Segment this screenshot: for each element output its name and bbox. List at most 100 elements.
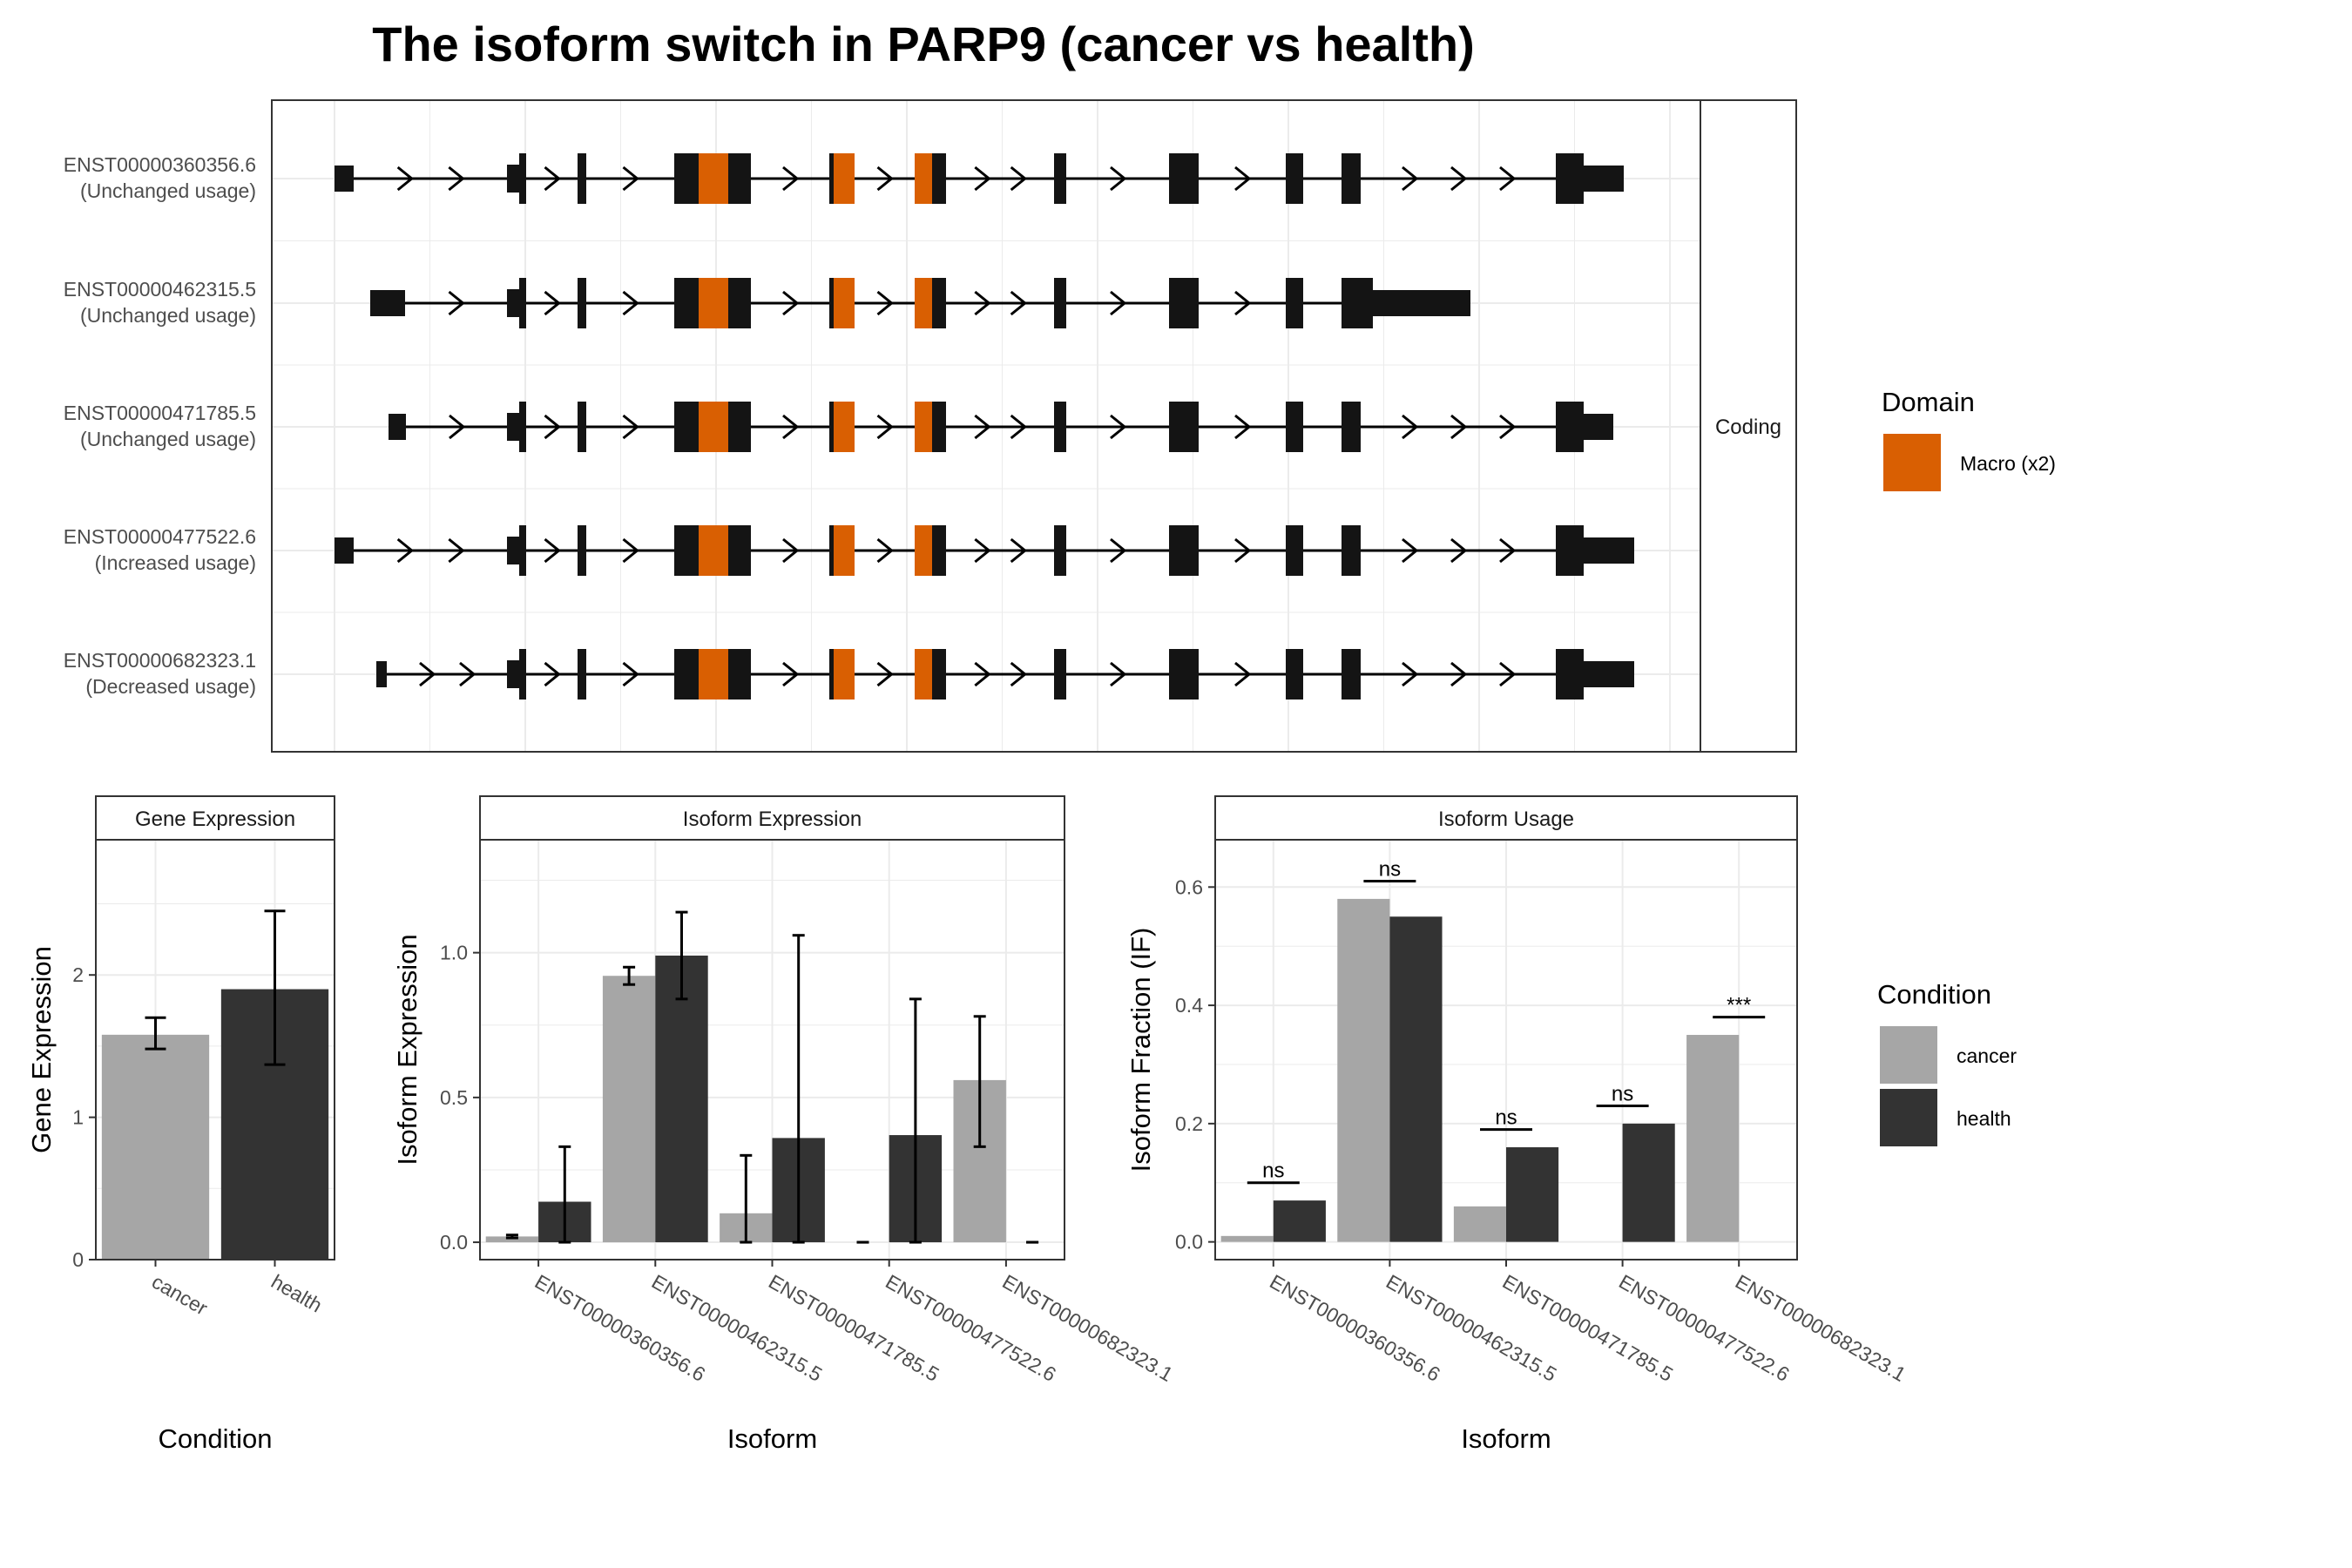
- y-tick-label: 0.5: [440, 1086, 468, 1109]
- bar-cancer-0: [485, 1236, 539, 1243]
- domain-legend-label: Macro (x2): [1960, 452, 2056, 475]
- direction-arrow: [459, 661, 476, 687]
- macro-domain-exon: [699, 153, 728, 204]
- macro-domain-exon: [834, 402, 855, 452]
- direction-arrow: [1450, 537, 1468, 564]
- exon: [519, 402, 526, 452]
- macro-domain-exon: [834, 525, 855, 576]
- x-axis-title: Isoform: [727, 1423, 817, 1454]
- y-tick-label: 0.2: [1175, 1112, 1203, 1135]
- exon: [674, 278, 699, 328]
- direction-arrow: [1010, 166, 1028, 192]
- exon: [1169, 525, 1199, 576]
- exon: [1169, 153, 1199, 204]
- direction-arrow: [449, 414, 466, 440]
- y-axis-title: Isoform Fraction (IF): [1125, 928, 1156, 1173]
- gene-expression-chart: Gene Expression 0 1 2 cancer health Condition G…: [26, 795, 335, 1454]
- exon: [1342, 649, 1361, 700]
- exon: [1169, 649, 1199, 700]
- exon: [1342, 153, 1361, 204]
- exon: [1286, 153, 1303, 204]
- exon: [389, 414, 406, 440]
- isoform-structure-0: [335, 153, 1624, 204]
- exon: [932, 525, 946, 576]
- exon: [932, 278, 946, 328]
- bar-health-1: [655, 955, 708, 1243]
- macro-domain-exon: [915, 278, 932, 328]
- exon: [507, 660, 519, 688]
- macro-domain-exon: [915, 153, 932, 204]
- exon: [1584, 414, 1613, 440]
- y-tick-label: 1: [72, 1106, 84, 1129]
- exon: [519, 649, 526, 700]
- direction-arrow: [419, 661, 436, 687]
- condition-legend-swatch-cancer: [1880, 1026, 1937, 1084]
- isoform-label-id: ENST00000360356.6: [64, 153, 256, 176]
- coding-facet-label: Coding: [1715, 416, 1781, 439]
- exon: [829, 649, 834, 700]
- direction-arrow: [1402, 537, 1419, 564]
- exon: [335, 537, 354, 564]
- direction-arrow: [782, 166, 800, 192]
- direction-arrow: [396, 166, 415, 192]
- direction-arrow: [1110, 290, 1127, 316]
- significance-label: ***: [1727, 994, 1751, 1017]
- macro-domain-exon: [699, 649, 728, 700]
- exon: [1584, 537, 1634, 564]
- condition-legend: Condition cancer health: [1877, 979, 2017, 1146]
- macro-domain-exon: [834, 649, 855, 700]
- direction-arrow: [1402, 166, 1419, 192]
- exon: [1286, 278, 1303, 328]
- condition-legend-label-health: health: [1957, 1107, 2011, 1130]
- exon: [507, 413, 519, 441]
- isoform-structure-4: [376, 649, 1634, 700]
- direction-arrow: [1402, 661, 1419, 687]
- bar-cancer-1: [602, 976, 656, 1243]
- bar-health-3: [1622, 1123, 1675, 1242]
- panel-strip-label: Isoform Usage: [1438, 808, 1574, 831]
- structure-rows: [335, 153, 1634, 700]
- exon: [829, 402, 834, 452]
- direction-arrow: [974, 537, 991, 564]
- direction-arrow: [876, 537, 894, 564]
- direction-arrow: [1450, 414, 1468, 440]
- direction-arrow: [448, 290, 465, 316]
- direction-arrow: [1234, 166, 1252, 192]
- exon: [1373, 290, 1470, 316]
- bar-cancer-0: [1220, 1235, 1274, 1242]
- panel-strip: [479, 795, 1065, 841]
- exon: [1169, 402, 1199, 452]
- exon: [829, 153, 834, 204]
- bar-cancer-2: [1453, 1206, 1506, 1242]
- macro-domain-exon: [699, 525, 728, 576]
- panel-strip: [95, 795, 335, 841]
- exon: [932, 153, 946, 204]
- exon: [1342, 402, 1361, 452]
- exon: [1054, 153, 1066, 204]
- isoform-structure-2: [389, 402, 1613, 452]
- direction-arrow: [448, 537, 465, 564]
- direction-arrow: [1110, 414, 1127, 440]
- panel-strip: [1214, 795, 1798, 841]
- macro-domain-exon: [699, 278, 728, 328]
- y-tick-label: 0.0: [440, 1231, 468, 1254]
- macro-domain-exon: [915, 649, 932, 700]
- bar-cancer-4: [1686, 1035, 1740, 1242]
- direction-arrow: [974, 290, 991, 316]
- direction-arrow: [1010, 414, 1028, 440]
- direction-arrow: [622, 661, 639, 687]
- domain-legend: Domain Macro (x2): [1882, 387, 2056, 491]
- direction-arrow: [1110, 537, 1127, 564]
- bar-health-2: [1506, 1147, 1559, 1242]
- exon: [728, 153, 751, 204]
- y-tick-label: 0.4: [1175, 994, 1203, 1017]
- exon: [728, 278, 751, 328]
- isoform-label-usage: (Unchanged usage): [80, 304, 256, 327]
- isoform-label-id: ENST00000477522.6: [64, 525, 256, 548]
- direction-arrow: [622, 166, 639, 192]
- direction-arrow: [782, 661, 800, 687]
- direction-arrow: [448, 166, 465, 192]
- direction-arrow: [782, 290, 800, 316]
